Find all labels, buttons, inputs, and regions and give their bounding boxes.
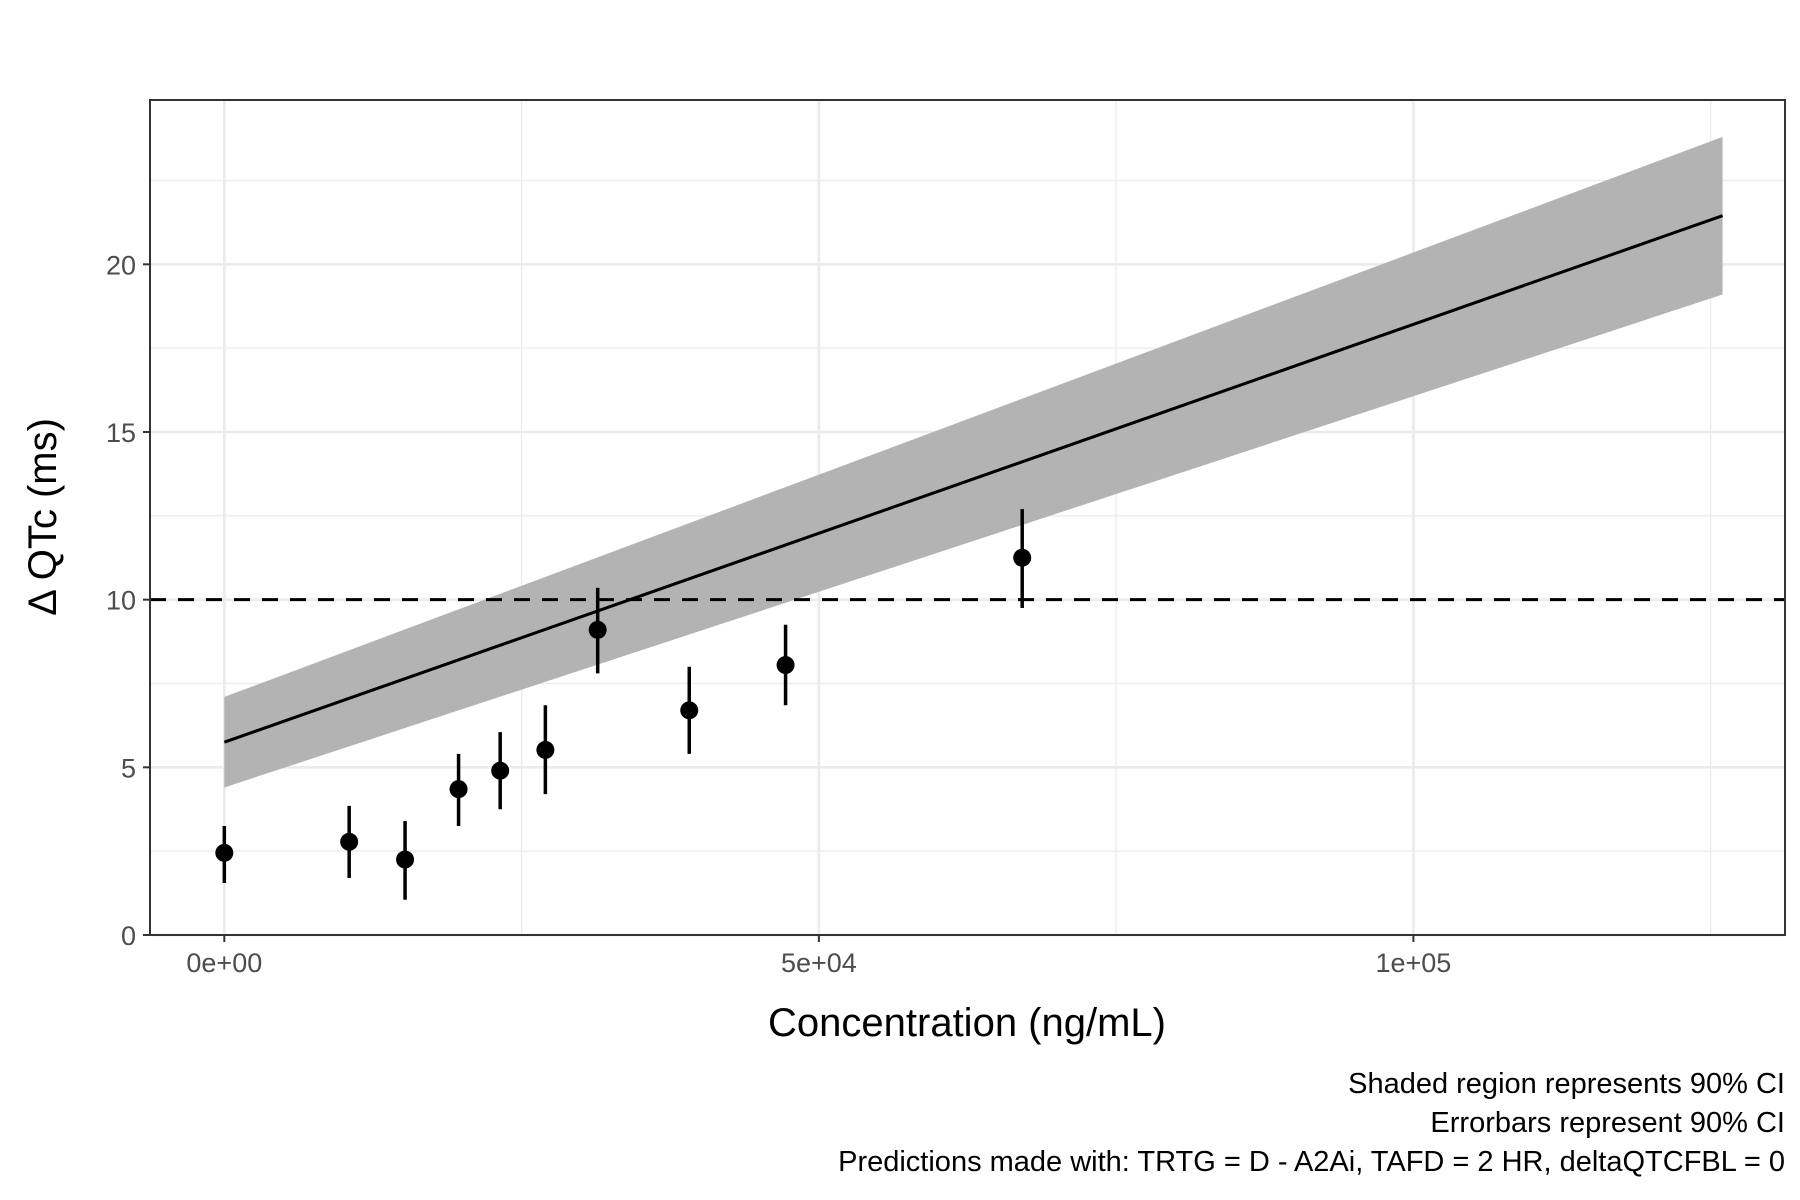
ci-band-layer — [224, 136, 1723, 788]
data-point — [340, 832, 359, 851]
y-tick-label: 0 — [121, 921, 136, 951]
data-point — [536, 740, 555, 759]
data-point — [588, 620, 607, 639]
y-tick-labels: 0 5 10 15 20 — [106, 250, 136, 951]
data-point — [215, 843, 234, 862]
x-tick-labels: 0e+00 5e+04 1e+05 — [186, 948, 1451, 978]
x-axis-title: Concentration (ng/mL) — [768, 1001, 1166, 1045]
ci-band — [224, 136, 1723, 788]
y-tick-label: 5 — [121, 753, 136, 783]
data-point — [680, 701, 699, 720]
caption-errorbars: Errorbars represent 90% CI — [1430, 1107, 1785, 1139]
x-tick-label: 1e+05 — [1375, 948, 1451, 978]
y-tick-label: 15 — [106, 418, 136, 448]
y-tick-label: 20 — [106, 250, 136, 280]
data-point — [1013, 548, 1032, 567]
regression-fit-line — [223, 214, 1724, 744]
data-point — [776, 656, 795, 675]
x-tick-label: 5e+04 — [781, 948, 857, 978]
data-point — [449, 780, 468, 799]
caption-predictions: Predictions made with: TRTG = D - A2Ai, … — [838, 1146, 1785, 1178]
panel-border — [149, 99, 1786, 936]
y-axis-title: Δ QTc (ms) — [21, 418, 65, 616]
x-tick-label: 0e+00 — [186, 948, 262, 978]
data-point — [396, 850, 415, 869]
axis-ticks — [143, 263, 1415, 942]
data-point — [491, 761, 510, 780]
point-layer — [215, 548, 1032, 869]
caption-shaded-region: Shaded region represents 90% CI — [1348, 1068, 1785, 1100]
fit-line-layer — [223, 214, 1724, 744]
y-tick-label: 10 — [106, 586, 136, 616]
